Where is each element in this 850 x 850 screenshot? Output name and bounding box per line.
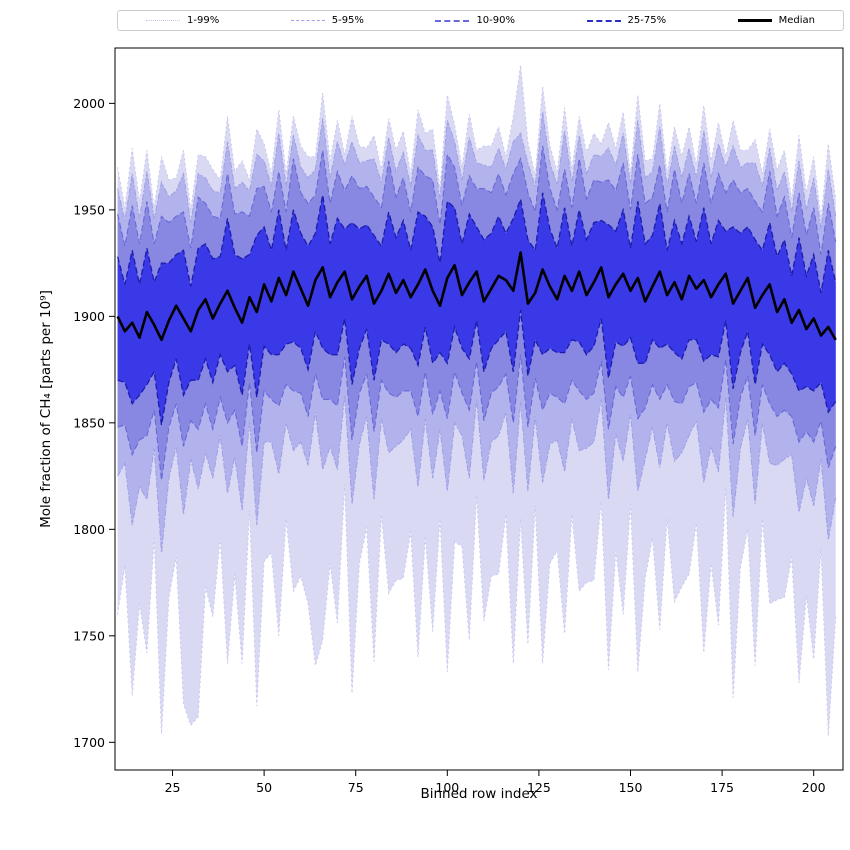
- x-tick-label: 25: [165, 780, 181, 795]
- x-tick-label: 200: [802, 780, 826, 795]
- legend-item-3: 25-75%: [586, 15, 667, 26]
- legend-line-sample-0: [146, 20, 180, 21]
- x-tick-label: 125: [527, 780, 551, 795]
- legend-line-sample-1: [290, 20, 325, 21]
- legend: 1-99% 5-95% 10-90% 25-75% Median: [117, 10, 844, 31]
- band-edge-lower-1: [117, 395, 837, 553]
- x-tick-label: 175: [710, 780, 734, 795]
- legend-item-4: Median: [737, 15, 815, 26]
- y-tick-label: 1850: [73, 415, 105, 430]
- y-tick-label: 1750: [73, 628, 105, 643]
- legend-line-sample-3: [586, 19, 621, 22]
- y-axis-label: Mole fraction of CH₄ [parts per 10⁹]: [38, 290, 54, 528]
- band-fill-3: [117, 192, 836, 425]
- legend-item-2: 10-90%: [435, 15, 515, 26]
- x-tick-label: 150: [619, 780, 643, 795]
- band-edge-lower-3: [117, 309, 837, 426]
- y-tick-label: 1700: [73, 735, 105, 750]
- y-tick-label: 1900: [73, 309, 105, 324]
- x-tick-label: 75: [348, 780, 364, 795]
- x-tick-label: 100: [435, 780, 459, 795]
- y-tick-label: 1950: [73, 202, 105, 217]
- y-tick-label: 2000: [73, 96, 105, 111]
- legend-item-0: 1-99%: [146, 15, 219, 26]
- legend-label-4: Median: [778, 15, 815, 26]
- axes-frame: [114, 47, 844, 771]
- legend-line-sample-2: [435, 19, 470, 22]
- y-tick-label: 1800: [73, 522, 105, 537]
- legend-label-1: 5-95%: [331, 15, 364, 26]
- legend-line-sample-4: [737, 19, 772, 22]
- x-axis-label: Binned row index: [420, 786, 538, 802]
- legend-label-0: 1-99%: [187, 15, 220, 26]
- legend-label-3: 25-75%: [627, 15, 667, 26]
- band-edge-lower-2: [117, 354, 837, 481]
- band-edge-lower-0: [117, 484, 837, 736]
- legend-item-1: 5-95%: [290, 15, 364, 26]
- x-tick-label: 50: [256, 780, 272, 795]
- legend-label-2: 10-90%: [476, 15, 515, 26]
- band-edge-upper-3: [116, 192, 837, 294]
- median-line: [116, 251, 837, 342]
